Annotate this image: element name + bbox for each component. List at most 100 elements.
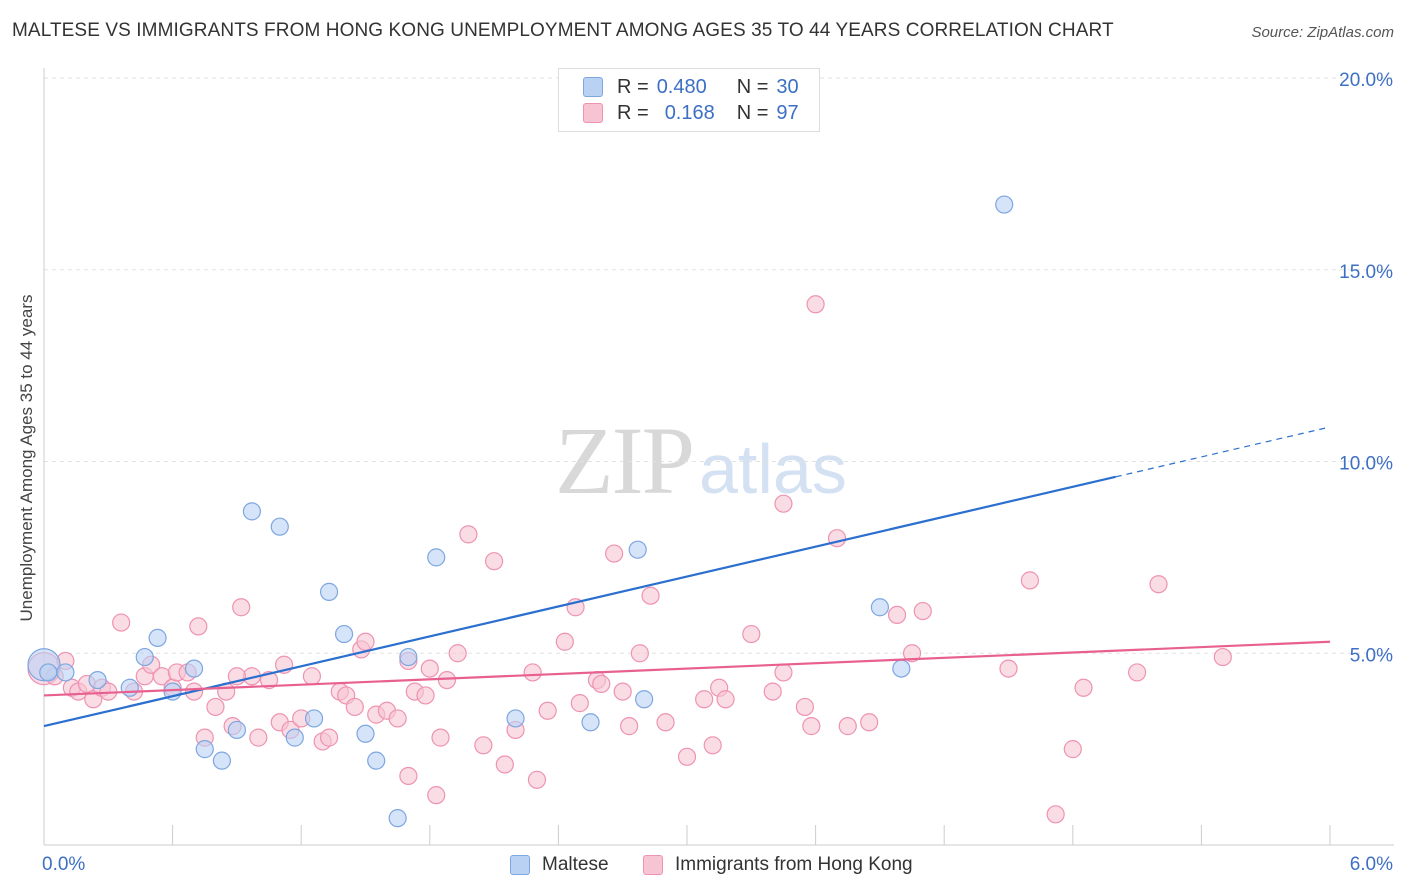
maltese-point — [227, 720, 246, 740]
bottom-legend-label-hong-kong: Immigrants from Hong Kong — [675, 854, 913, 875]
bottom-legend-label-maltese: Maltese — [542, 854, 609, 875]
y-tick-label: 10.0% — [1339, 454, 1393, 475]
bottom-legend-maltese: Maltese — [510, 852, 609, 878]
legend-r-value: 0.480 — [656, 75, 707, 98]
hong-kong-trend-line — [43, 640, 1331, 697]
hong-kong-point — [495, 755, 514, 774]
hong-kong-point — [249, 728, 268, 747]
hong-kong-point — [232, 598, 251, 617]
maltese-point — [628, 540, 647, 559]
hong-kong-point — [474, 736, 493, 755]
maltese-point — [870, 598, 890, 617]
maltese-point — [581, 713, 600, 732]
hong-kong-point — [416, 686, 435, 705]
hong-kong-point — [806, 295, 825, 314]
hong-kong-point — [427, 786, 446, 805]
hong-kong-point — [703, 736, 722, 755]
maltese-point — [367, 751, 386, 770]
hong-kong-point — [795, 697, 814, 717]
maltese-point — [285, 728, 304, 747]
hong-kong-point — [431, 728, 450, 747]
y-tick-label: 20.0% — [1339, 70, 1393, 91]
hong-kong-point — [716, 690, 735, 709]
hong-kong-point — [1063, 740, 1082, 759]
y-tick-label: 5.0% — [1350, 645, 1393, 666]
legend-swatch-maltese — [583, 77, 603, 97]
legend-row-hong-kong: R = 0.168 N = 97 — [583, 101, 799, 125]
maltese-point — [995, 195, 1014, 214]
hong-kong-point — [774, 663, 793, 682]
maltese-point — [88, 670, 107, 690]
hong-kong-point — [860, 713, 879, 732]
hong-kong-point — [555, 632, 574, 651]
maltese-point — [195, 740, 214, 759]
hong-kong-point — [605, 544, 624, 563]
maltese-point — [892, 659, 911, 678]
maltese-point — [427, 548, 446, 567]
hong-kong-point — [538, 701, 557, 720]
maltese-point — [356, 724, 375, 743]
hong-kong-point — [570, 694, 589, 713]
maltese-point — [56, 663, 75, 682]
maltese-point — [270, 517, 289, 536]
hong-kong-point — [887, 605, 907, 625]
hong-kong-point — [437, 670, 457, 690]
hong-kong-point — [1074, 678, 1093, 697]
legend-row-maltese: R = 0.480 N = 30 — [583, 75, 799, 99]
legend-n-value: 30 — [776, 75, 799, 98]
hong-kong-point — [1213, 647, 1232, 667]
correlation-legend: R = 0.480 N = 30 R = 0.168 N = 97 — [558, 68, 820, 132]
x-tick-label: 0.0% — [42, 854, 85, 875]
hong-kong-point — [206, 697, 225, 717]
hong-kong-point — [802, 717, 821, 736]
hong-kong-point — [399, 766, 418, 786]
maltese-point — [635, 690, 654, 709]
maltese-point — [388, 809, 407, 828]
hong-kong-point — [345, 697, 364, 717]
maltese-trend-extension — [1115, 426, 1331, 478]
hong-kong-point — [1149, 575, 1168, 594]
maltese-point — [120, 678, 139, 697]
maltese-point — [399, 647, 418, 667]
maltese-point — [135, 647, 154, 667]
source-credit: Source: ZipAtlas.com — [1251, 24, 1394, 41]
hong-kong-point — [763, 682, 782, 701]
hong-kong-point — [356, 632, 375, 651]
legend-r-value: 0.168 — [664, 101, 715, 124]
hong-kong-point — [523, 663, 542, 682]
hong-kong-point — [613, 682, 632, 701]
maltese-point — [39, 663, 58, 682]
hong-kong-point — [112, 613, 131, 632]
hong-kong-point — [630, 644, 649, 663]
hong-kong-point — [485, 552, 504, 571]
maltese-point — [148, 628, 167, 648]
hong-kong-point — [902, 644, 922, 663]
legend-n-value: 97 — [776, 101, 799, 124]
legend-n-label: N = — [736, 75, 769, 98]
maltese-point — [319, 582, 339, 601]
hong-kong-point — [1127, 663, 1147, 682]
hong-kong-point — [459, 525, 478, 544]
hong-kong-point — [420, 659, 439, 678]
maltese-point — [334, 624, 354, 644]
hong-kong-point — [838, 717, 857, 736]
hong-kong-point — [388, 709, 407, 728]
maltese-point — [506, 709, 525, 728]
hong-kong-point — [677, 747, 697, 766]
hong-kong-point — [1020, 571, 1040, 590]
x-tick-label: 6.0% — [1350, 854, 1393, 875]
chart-title: MALTESE VS IMMIGRANTS FROM HONG KONG UNE… — [12, 20, 1114, 41]
hong-kong-point — [319, 728, 339, 747]
hong-kong-point — [620, 717, 639, 736]
maltese-point — [212, 751, 231, 770]
maltese-point — [304, 709, 324, 728]
hong-kong-point — [656, 713, 675, 732]
hong-kong-point — [527, 770, 547, 789]
hong-kong-point — [695, 690, 714, 709]
hong-kong-point — [448, 644, 467, 663]
hong-kong-point — [999, 659, 1018, 678]
legend-n-label: N = — [736, 101, 769, 124]
hong-kong-point — [774, 494, 793, 513]
bottom-legend-hong-kong: Immigrants from Hong Kong — [643, 852, 913, 878]
